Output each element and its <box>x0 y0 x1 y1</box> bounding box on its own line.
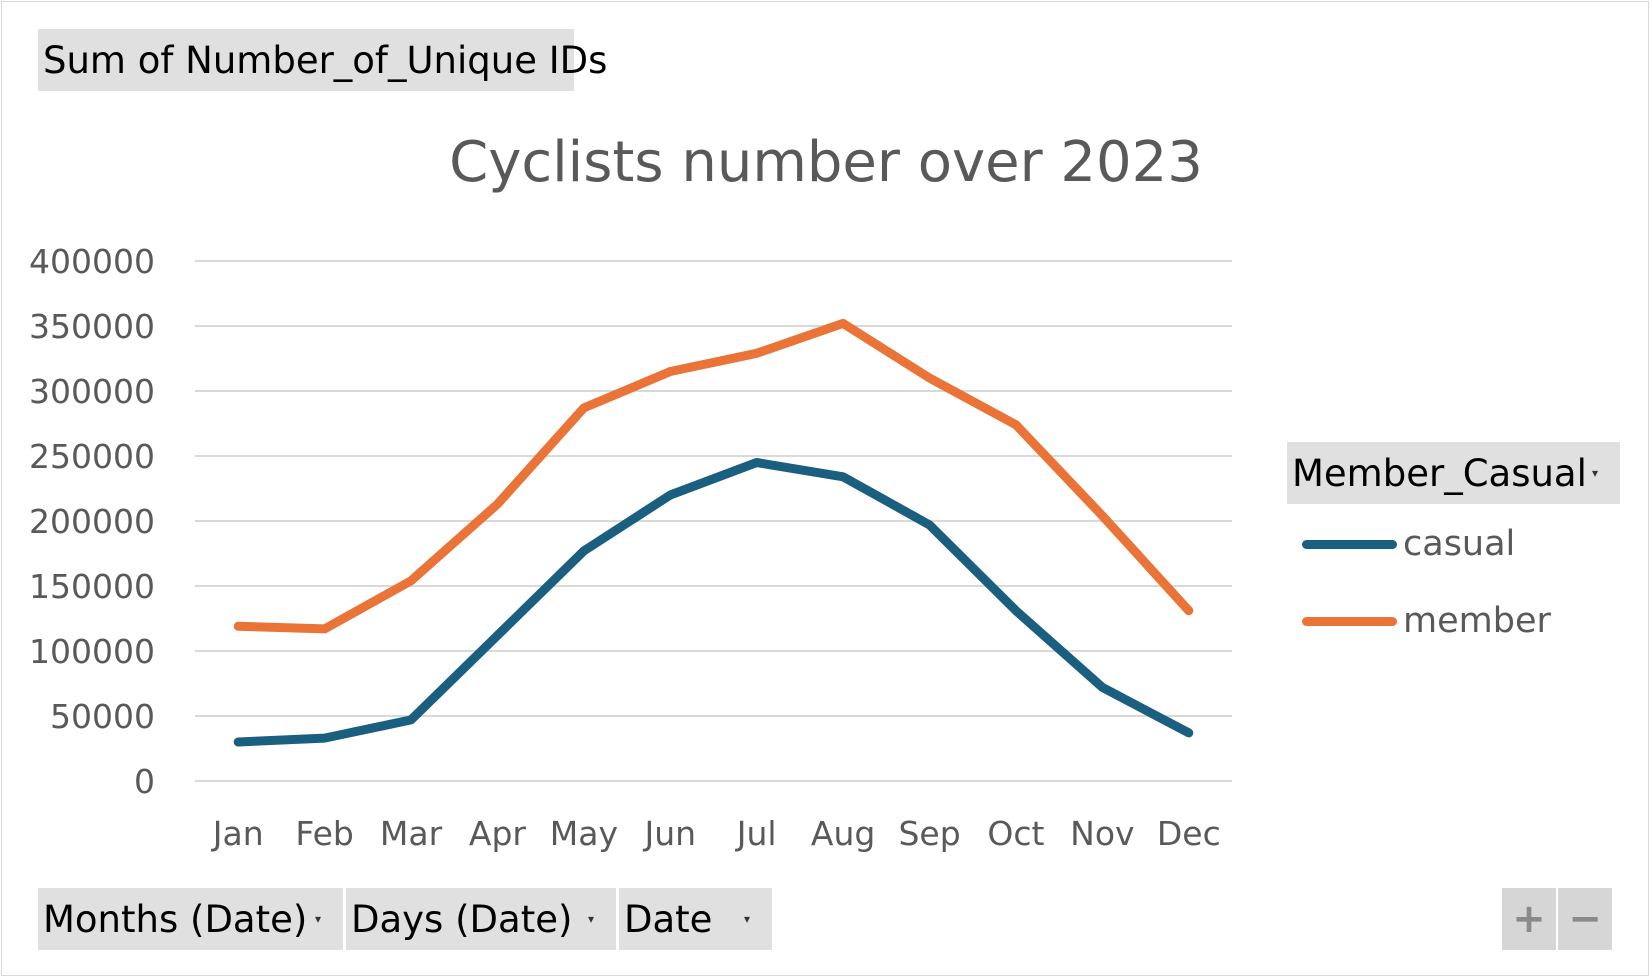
legend-field-button[interactable]: Member_Casual ▾ <box>1287 442 1620 504</box>
y-tick-label: 200000 <box>29 502 155 541</box>
legend-label-casual: casual <box>1403 524 1516 564</box>
x-tick-label: Apr <box>469 814 527 853</box>
value-field-button[interactable]: Sum of Number_of_Unique IDs <box>38 29 607 91</box>
days-date-label: Days (Date) <box>351 897 573 941</box>
legend-entry-member: member <box>1302 601 1551 641</box>
x-tick-label: Sep <box>898 814 960 853</box>
x-tick-label: Jul <box>735 814 777 853</box>
legend-swatch-casual <box>1302 539 1397 549</box>
x-tick-label: Mar <box>380 814 443 853</box>
y-tick-label: 400000 <box>29 242 155 281</box>
y-tick-label: 350000 <box>29 307 155 346</box>
x-tick-label: Nov <box>1070 814 1134 853</box>
legend-label-member: member <box>1403 601 1551 641</box>
legend-entry-casual: casual <box>1302 524 1515 564</box>
legend-swatch-member <box>1302 616 1397 626</box>
dropdown-arrow-icon: ▾ <box>587 912 594 926</box>
y-axis-tick-labels: 0 50000 100000 150000 200000 250000 300000 3500… <box>29 242 155 801</box>
series-line-member <box>233 318 1194 634</box>
minus-icon: − <box>1568 896 1602 942</box>
dropdown-arrow-icon: ▾ <box>743 912 750 926</box>
y-tick-label: 300000 <box>29 372 155 411</box>
x-tick-label: Dec <box>1157 814 1221 853</box>
y-tick-label: 150000 <box>29 567 155 606</box>
x-tick-label: Jun <box>643 814 697 853</box>
expand-field-button[interactable]: + <box>1502 888 1556 950</box>
plus-icon: + <box>1512 896 1546 942</box>
date-field-button[interactable]: Date ▾ <box>619 888 772 950</box>
y-tick-label: 50000 <box>50 697 155 736</box>
date-label: Date <box>624 897 713 941</box>
value-field-label: Sum of Number_of_Unique IDs <box>43 38 608 82</box>
days-date-field-button[interactable]: Days (Date) ▾ <box>346 888 616 950</box>
chart-title: Cyclists number over 2023 <box>449 130 1203 195</box>
gridlines <box>195 260 1232 782</box>
x-axis-tick-labels: Jan Feb Mar Apr May Jun Jul Aug Sep Oct Nov Dec <box>211 814 1221 853</box>
dropdown-arrow-icon: ▾ <box>1591 466 1598 480</box>
series-line-casual <box>233 458 1194 747</box>
collapse-field-button[interactable]: − <box>1558 888 1612 950</box>
months-date-label: Months (Date) <box>43 897 308 941</box>
x-tick-label: Aug <box>811 814 875 853</box>
x-tick-label: Feb <box>295 814 353 853</box>
series-lines <box>233 318 1194 747</box>
x-tick-label: Jan <box>211 814 264 853</box>
y-tick-label: 100000 <box>29 632 155 671</box>
y-tick-label: 250000 <box>29 437 155 476</box>
y-tick-label: 0 <box>134 762 155 801</box>
x-tick-label: Oct <box>987 814 1044 853</box>
months-date-field-button[interactable]: Months (Date) ▾ <box>38 888 343 950</box>
dropdown-arrow-icon: ▾ <box>314 912 321 926</box>
x-tick-label: May <box>550 814 618 853</box>
legend-field-label: Member_Casual <box>1292 451 1587 495</box>
